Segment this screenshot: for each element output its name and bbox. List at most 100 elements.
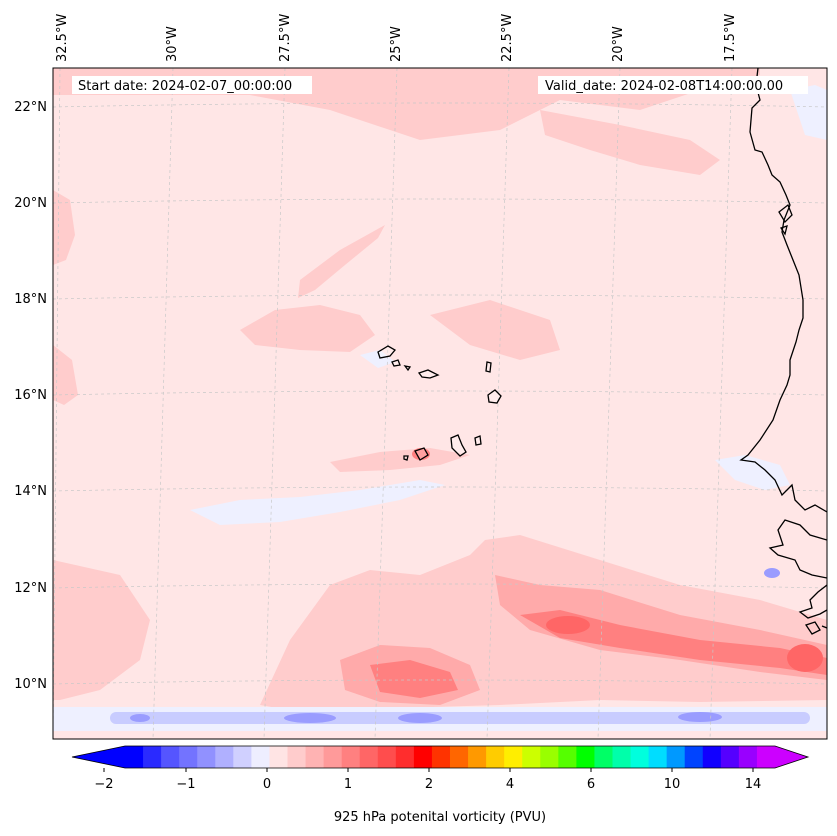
colorbar-segment [341, 746, 361, 768]
lon-label-20w: 20°W [611, 26, 626, 62]
graticule [53, 68, 827, 739]
pv-patch-center-east [430, 300, 560, 360]
lat-label-20n: 20°N [14, 196, 47, 211]
parallel-18n [53, 294, 827, 300]
africa-coastline-south [768, 519, 827, 579]
colorbar-segment [251, 746, 270, 768]
colorbar-segment [377, 746, 397, 768]
pv-negative-center-small [360, 350, 395, 368]
meridian-25w [374, 68, 398, 739]
pv-negative-min-1 [284, 713, 336, 723]
meridian-27-5w [263, 68, 286, 739]
map-frame [52, 67, 828, 740]
colorbar-segment [143, 746, 162, 768]
colorbar-segment [359, 746, 379, 768]
colorbar-segment [413, 746, 433, 768]
island-boa-vista [487, 389, 502, 404]
colorbar-outline [71, 745, 810, 769]
pv-streak-mid [330, 448, 470, 472]
island-sao-vicente [391, 359, 401, 367]
lat-label-18n: 18°N [14, 292, 47, 307]
africa-coastline-bissau [798, 584, 827, 619]
valid-date-label: Valid_date: 2024-02-08T14:00:00.00 [545, 79, 783, 94]
pv-patch-southwest [53, 560, 150, 700]
parallel-12n [53, 583, 827, 589]
colorbar-segment [540, 746, 559, 768]
island-brava [403, 455, 409, 461]
parallel-10n [53, 679, 827, 685]
colorbar-segment [684, 746, 704, 768]
meridian-32-5w [53, 68, 61, 739]
lat-label-10n: 10°N [14, 677, 47, 692]
colorbar-segment [287, 746, 307, 768]
island-santa-luzia [403, 365, 412, 372]
lat-label-14n: 14°N [14, 484, 47, 499]
lon-label-22-5w: 22.5°W [500, 14, 515, 62]
pv-negative-coast-blob [764, 568, 780, 578]
colorbar-segment [504, 746, 523, 768]
pv-negative-coast-north [790, 85, 827, 140]
island-santo-antao [377, 345, 396, 359]
colorbar-segment [702, 746, 722, 768]
colorbar-segment [323, 746, 343, 768]
pv-patch-west-lower [53, 345, 78, 405]
colorbar-tick-label: 14 [745, 777, 762, 792]
lon-label-32-5w: 32.5°W [55, 14, 70, 62]
colorbar-segment [215, 746, 234, 768]
meridian-22-5w [486, 68, 510, 739]
pv-core-max-east [546, 616, 590, 634]
colorbar-segment [720, 746, 740, 768]
cape-verde-islands [377, 345, 502, 461]
lon-label-30w: 30°W [165, 26, 180, 62]
valid-date-box [538, 76, 808, 94]
pv-core-south-east [520, 610, 827, 675]
lat-label-12n: 12°N [14, 581, 47, 596]
pv-positive-contours [53, 68, 827, 712]
start-date-label: Start date: 2024-02-07_00:00:00 [78, 79, 292, 94]
colorbar-ticks [103, 768, 754, 772]
colorbar: −2 −1 0 1 2 4 6 10 14 925 hPa potenital … [71, 745, 810, 825]
island-sao-nicolau [417, 369, 440, 379]
colorbar-tick-label: −2 [94, 777, 113, 792]
island-sal [485, 361, 492, 373]
colorbar-under-arrow [72, 746, 125, 768]
lat-label-22n: 22°N [14, 100, 47, 115]
colorbar-tick-label: 6 [587, 777, 595, 792]
colorbar-segment [450, 746, 469, 768]
africa-islands-bijagos [804, 621, 827, 635]
colorbar-tick-label: 1 [344, 777, 352, 792]
pv-negative-min-4 [130, 714, 150, 722]
colorbar-tick-label: 2 [425, 777, 433, 792]
pv-negative-coast-mid [715, 455, 790, 490]
pv-streak-diagonal [298, 225, 385, 298]
colorbar-segment [431, 746, 451, 768]
longitude-labels: 32.5°W 30°W 27.5°W 25°W 22.5°W 20°W 17.5… [55, 14, 738, 62]
colorbar-segment [648, 746, 668, 768]
colorbar-segment [197, 746, 216, 768]
island-maio [474, 435, 482, 446]
colorbar-segment [468, 746, 487, 768]
colorbar-segment [233, 746, 252, 768]
lon-label-17-5w: 17.5°W [723, 14, 738, 62]
colorbar-segment [738, 746, 758, 768]
pv-negative-min-3 [678, 712, 722, 722]
colorbar-segment [756, 746, 776, 768]
colorbar-segment [630, 746, 650, 768]
lon-label-27-5w: 27.5°W [278, 14, 293, 62]
island-fogo [414, 447, 429, 461]
parallel-16n [53, 390, 827, 396]
meridian-30w [152, 68, 174, 739]
pv-negative-streak-mid [190, 480, 445, 525]
pv-patch-north-east [540, 110, 720, 175]
latitude-labels: 22°N 20°N 18°N 16°N 14°N 12°N 10°N [14, 100, 47, 692]
coastlines [739, 68, 827, 635]
parallel-14n [53, 486, 827, 492]
start-date-box [72, 76, 312, 94]
colorbar-segment [612, 746, 632, 768]
colorbar-segment [594, 746, 613, 768]
island-santiago [450, 434, 467, 457]
colorbar-title: 925 hPa potenital vorticity (PVU) [334, 810, 546, 825]
colorbar-segment [395, 746, 415, 768]
colorbar-segment [522, 746, 541, 768]
